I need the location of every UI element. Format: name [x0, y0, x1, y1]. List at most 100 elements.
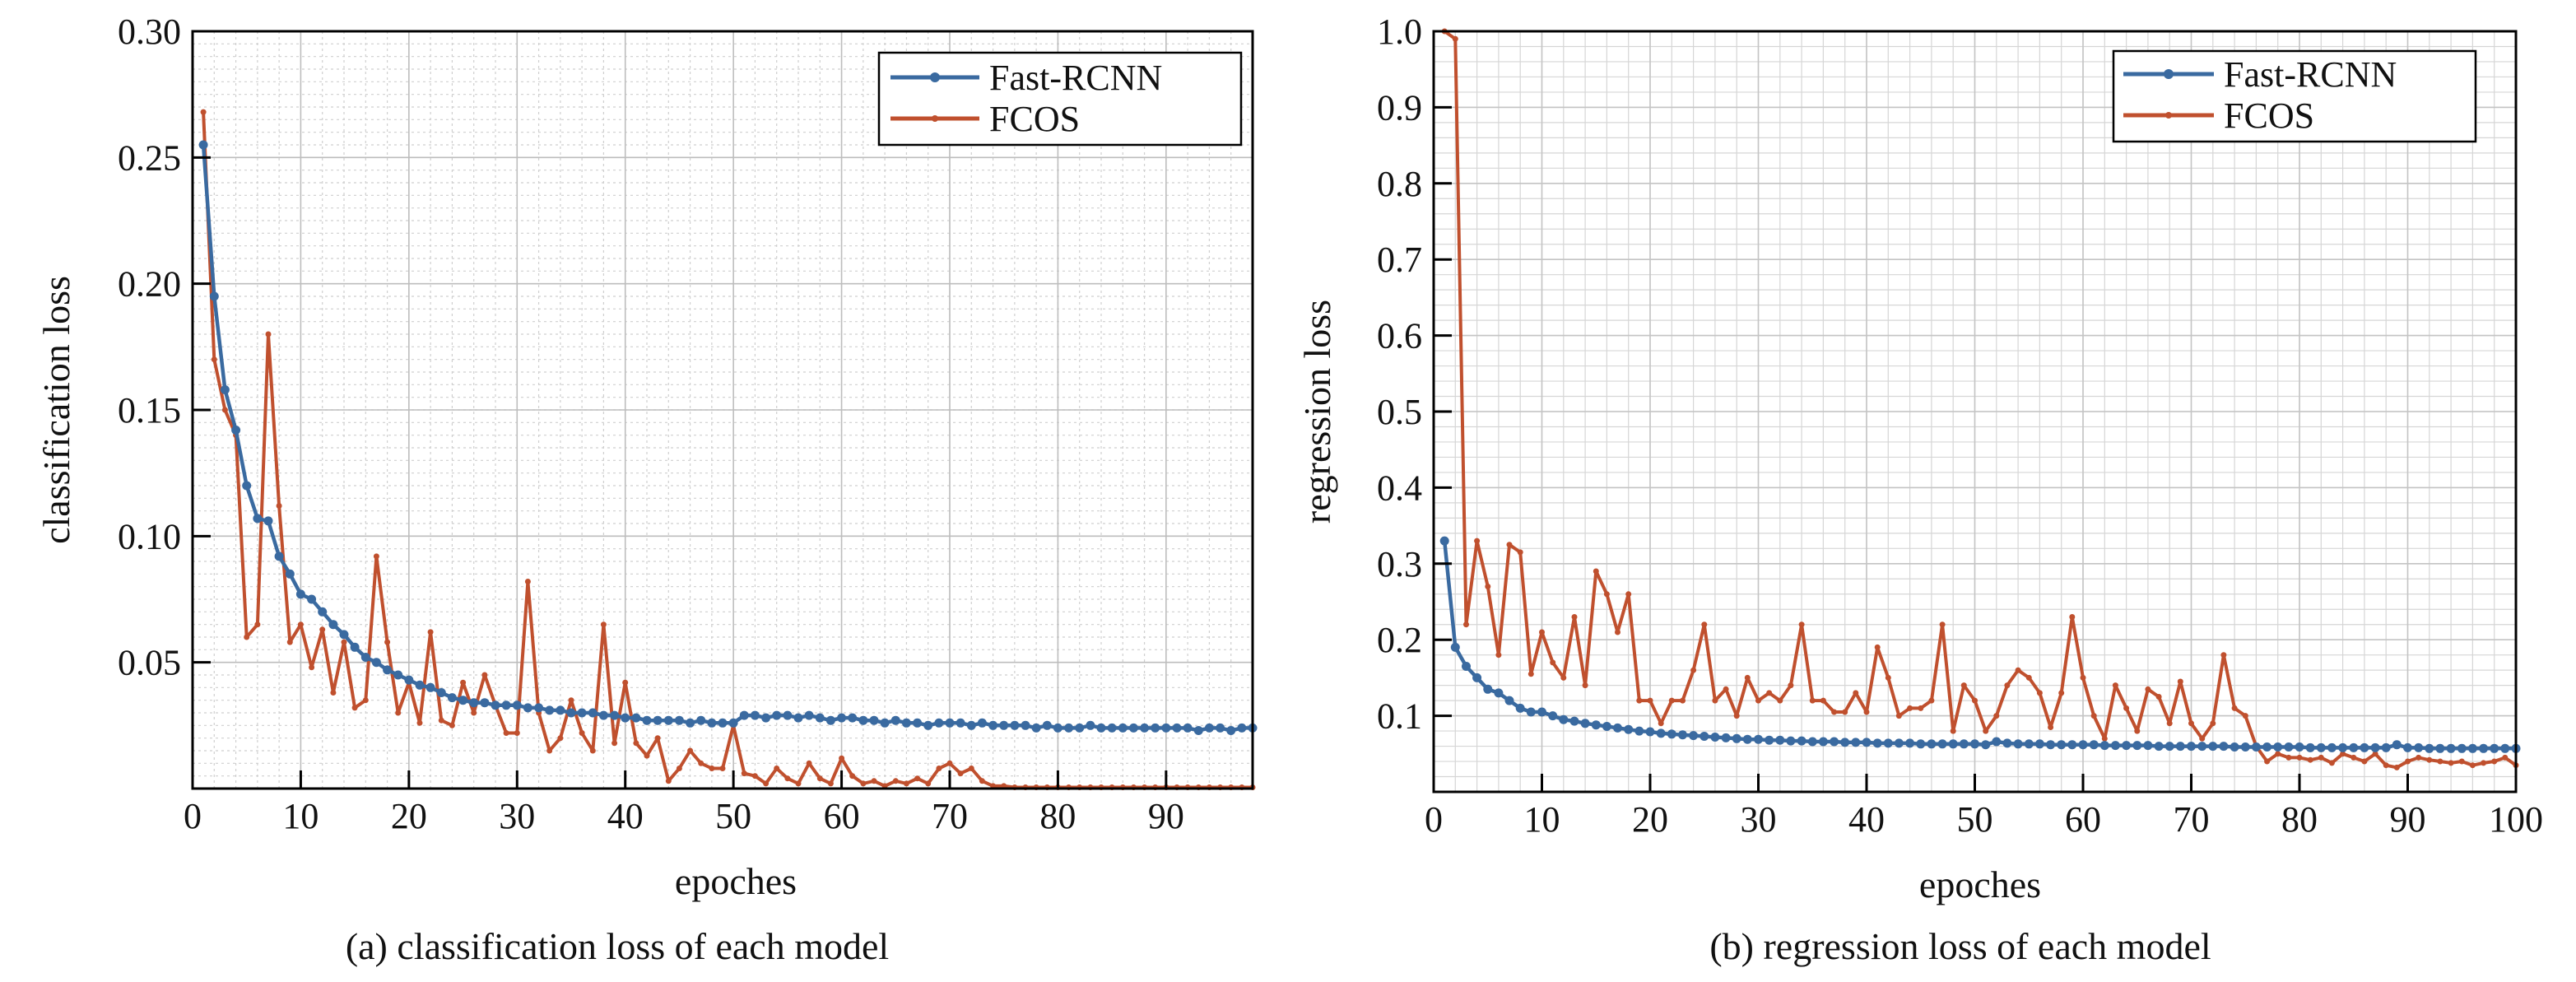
x-tick-label: 0 [184, 796, 202, 836]
legend-marker-fast-rcnn [2164, 69, 2174, 79]
data-point-fcos [2458, 758, 2465, 765]
data-point-fast-rcnn [1042, 720, 1052, 730]
data-point-fast-rcnn [1548, 711, 1558, 721]
legend-box [877, 51, 1243, 147]
x-tick-label: 40 [607, 796, 644, 836]
data-point-fcos [276, 503, 282, 509]
data-point-fast-rcnn [1948, 739, 1958, 749]
data-point-fast-rcnn [1504, 696, 1514, 705]
data-point-fast-rcnn [1678, 730, 1687, 740]
data-point-fast-rcnn [274, 552, 284, 561]
data-point-fast-rcnn [1818, 737, 1828, 747]
data-point-fast-rcnn [2435, 743, 2445, 753]
data-point-fcos [2080, 674, 2086, 681]
data-point-fast-rcnn [1021, 720, 1030, 730]
x-tick-label: 10 [282, 796, 319, 836]
data-point-fast-rcnn [1710, 733, 1720, 742]
data-point-fast-rcnn [1689, 731, 1699, 741]
data-point-fast-rcnn [1645, 727, 1655, 737]
data-point-fcos [665, 778, 672, 784]
data-point-fast-rcnn [2273, 742, 2283, 752]
data-point-fast-rcnn [1765, 735, 1774, 745]
data-point-fcos [1960, 682, 1967, 689]
data-point-fcos [2372, 751, 2378, 757]
series-line-fast-rcnn [1442, 540, 2516, 751]
data-point-fcos [1939, 621, 1946, 628]
data-point-fcos [2307, 756, 2313, 763]
data-point-fast-rcnn [1064, 723, 1074, 733]
data-point-fast-rcnn [642, 715, 652, 725]
data-point-fcos [1863, 709, 1870, 715]
data-point-fcos [719, 766, 726, 771]
data-point-fast-rcnn [328, 620, 338, 630]
data-point-fcos [611, 740, 618, 747]
x-tick-label: 40 [1848, 799, 1885, 840]
data-point-fast-rcnn [1797, 736, 1806, 746]
data-point-fast-rcnn [1053, 723, 1062, 733]
data-point-fcos [568, 697, 574, 704]
data-point-fast-rcnn [2360, 742, 2369, 752]
y-axis-label: classification loss [35, 276, 77, 544]
x-tick-label: 10 [1524, 799, 1560, 840]
data-point-fast-rcnn [1742, 734, 1752, 744]
data-point-fast-rcnn [2154, 742, 2164, 752]
data-point-fast-rcnn [220, 385, 230, 394]
data-point-fcos [2188, 720, 2194, 727]
data-point-fcos [309, 664, 315, 671]
data-point-fcos [2328, 760, 2335, 766]
data-point-fast-rcnn [1580, 719, 1590, 728]
data-point-fcos [892, 778, 899, 784]
y-tick-label: 0.3 [1377, 544, 1422, 584]
legend-marker-fast-rcnn [930, 72, 940, 82]
data-point-fast-rcnn [383, 665, 393, 675]
y-tick-label: 0.15 [118, 390, 181, 430]
data-point-fast-rcnn [890, 715, 900, 725]
data-point-fast-rcnn [1172, 723, 1182, 733]
data-point-fast-rcnn [534, 703, 544, 713]
data-point-fcos [795, 780, 802, 787]
data-point-fcos [254, 621, 261, 628]
legend-box [2112, 49, 2477, 143]
data-point-fcos [1550, 659, 1556, 666]
x-tick-label: 100 [2489, 799, 2543, 840]
data-point-fcos [600, 621, 607, 628]
data-point-fcos [1950, 728, 1956, 734]
data-point-fcos [1744, 674, 1751, 681]
data-point-fcos [1972, 697, 1978, 704]
data-point-fast-rcnn [1537, 707, 1546, 717]
legend: Fast-RCNN FCOS [877, 51, 1243, 147]
data-point-fcos [2264, 758, 2271, 765]
legend-marker-fcos [2165, 112, 2172, 119]
data-point-fcos [979, 778, 985, 784]
data-point-fcos [1777, 697, 1783, 704]
data-point-fast-rcnn [198, 140, 208, 150]
data-point-fast-rcnn [880, 718, 890, 728]
data-point-fast-rcnn [1096, 723, 1106, 733]
data-point-fast-rcnn [1721, 733, 1731, 742]
data-point-fast-rcnn [707, 718, 717, 728]
y-tick-label: 0.5 [1377, 392, 1422, 432]
data-point-fcos [2112, 682, 2118, 689]
data-point-fast-rcnn [1107, 723, 1117, 733]
data-point-fast-rcnn [1894, 738, 1904, 748]
data-point-fcos [2210, 720, 2216, 727]
data-point-fcos [524, 579, 531, 584]
legend: Fast-RCNN FCOS [2112, 49, 2477, 143]
data-point-fcos [2469, 762, 2476, 769]
data-point-fast-rcnn [2500, 743, 2510, 753]
data-point-fast-rcnn [2024, 739, 2034, 749]
data-point-fast-rcnn [1872, 738, 1882, 748]
data-point-fast-rcnn [1927, 739, 1937, 749]
data-point-fcos [2491, 758, 2498, 765]
data-point-fast-rcnn [1226, 726, 1236, 735]
data-point-fast-rcnn [556, 705, 565, 715]
data-point-fcos [1668, 697, 1675, 704]
x-tick-label: 80 [1039, 796, 1076, 836]
data-point-fast-rcnn [2338, 742, 2348, 752]
data-point-fcos [1885, 674, 1891, 681]
data-point-fast-rcnn [1494, 688, 1504, 698]
data-point-fast-rcnn [1569, 716, 1579, 726]
data-point-fast-rcnn [393, 670, 403, 680]
data-point-fcos [1485, 584, 1491, 589]
data-point-fast-rcnn [2197, 742, 2207, 752]
